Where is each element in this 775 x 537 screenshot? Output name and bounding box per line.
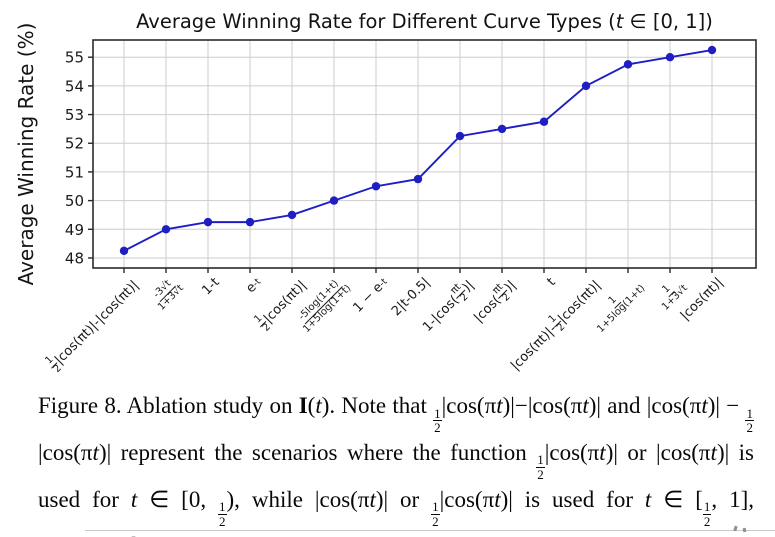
- x-tick-label: e -t: [243, 276, 264, 297]
- data-point-marker: [455, 131, 465, 141]
- y-tick-label: 53: [65, 106, 84, 124]
- y-tick-label: 49: [65, 221, 84, 239]
- data-point-marker: [245, 217, 255, 227]
- x-tick-label: 1 2 |cos(πt)|-|cos(πt)|: [42, 277, 142, 375]
- data-point-marker: [287, 210, 297, 220]
- x-tick-label: 1-t: [199, 275, 223, 299]
- data-point-marker: [581, 81, 591, 91]
- data-point-marker: [707, 45, 717, 55]
- y-tick-label: 55: [65, 49, 84, 67]
- x-axis-labels: 1 2 |cos(πt)|-|cos(πt)| -3√t 1+3√t 1-t e -t 1 2 |c…: [42, 275, 727, 375]
- chart-title: Average Winning Rate for Different Curve…: [136, 10, 713, 33]
- y-tick-label: 48: [65, 249, 84, 267]
- data-point-marker: [665, 53, 675, 62]
- data-point-marker: [371, 182, 381, 191]
- cropped-artifact: [742, 527, 747, 533]
- y-tick-label: 50: [65, 192, 84, 210]
- figure-caption: Figure 8. Ablation study on I(t). Note t…: [38, 393, 754, 537]
- x-tick-label: t: [544, 275, 559, 290]
- chart-region: Average Winning Rate for Different Curve…: [14, 10, 757, 375]
- fraction: πt 2: [490, 281, 513, 304]
- axis-frame: [92, 39, 757, 269]
- x-tick-label: |cos(πt)|: [678, 275, 727, 324]
- divider-line: [85, 530, 775, 531]
- y-tick-label: 52: [65, 135, 84, 153]
- data-point-marker: [329, 196, 339, 205]
- x-tick-label: |cos(πt 2)|: [471, 277, 520, 326]
- x-tick-label: 1 − e -t: [349, 276, 390, 316]
- data-point-marker: [497, 124, 507, 134]
- fraction: πt 2: [448, 281, 471, 304]
- fraction: -3√t 1+3√t: [151, 278, 186, 313]
- data-point-marker: [539, 117, 549, 126]
- data-point-marker: [119, 246, 129, 255]
- data-point-marker: [413, 174, 423, 184]
- y-tick-label: 51: [65, 163, 84, 181]
- x-tick-label: -3√t 1+3√t: [148, 275, 186, 313]
- chart-svg: 48 49 50 51 52 53 54 55: [65, 39, 757, 273]
- y-tick-label: 54: [65, 77, 84, 95]
- data-point-marker: [161, 225, 171, 234]
- data-point-marker: [203, 217, 213, 227]
- data-point-marker: [623, 60, 633, 69]
